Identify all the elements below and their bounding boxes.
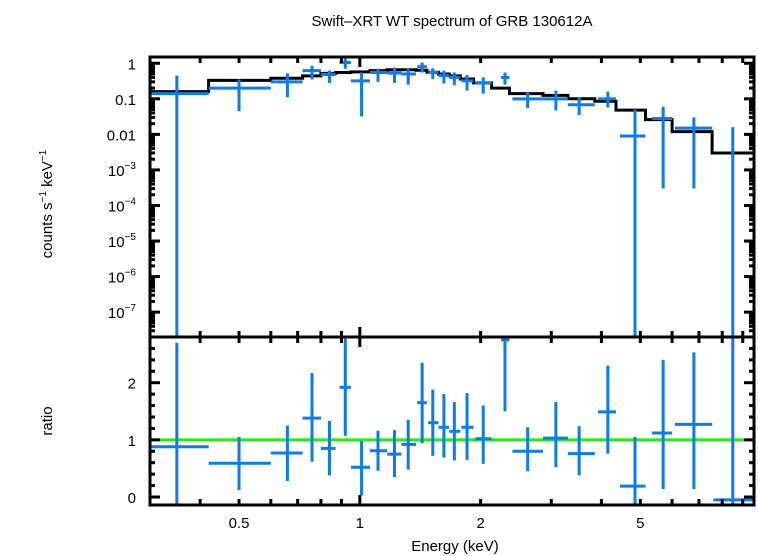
spectrum-plot-area — [150, 58, 754, 337]
spectrum-data-point — [369, 68, 388, 82]
ratio-data-point — [428, 389, 439, 456]
ratio-data-point — [369, 430, 388, 471]
y-tick-label: 1 — [128, 56, 136, 73]
ratio-frame — [148, 335, 756, 507]
ratio-data-point — [542, 402, 568, 468]
y-axis-label-spectrum: counts s−1 keV−1 — [38, 149, 56, 258]
ratio-plot-area — [150, 337, 754, 505]
spectrum-data-point — [302, 65, 321, 80]
y-tick-label: 0.01 — [107, 127, 136, 144]
y-tick-label: 10−4 — [108, 196, 137, 215]
spectrum-data-point — [461, 74, 474, 91]
spectrum-data-point — [428, 68, 439, 80]
spectrum-data-point — [620, 109, 646, 337]
x-tick-label: 2 — [476, 515, 484, 532]
spectrum-data-point — [438, 70, 450, 84]
y-tick-label: 2 — [128, 376, 136, 393]
spectrum-data-point — [475, 77, 492, 94]
spectrum-data-point — [501, 72, 510, 85]
ratio-data-point — [674, 352, 713, 489]
ratio-data-point — [320, 421, 336, 476]
y-axis-label-ratio: ratio — [39, 406, 56, 435]
ratio-data-point — [150, 342, 209, 505]
x-axis-label: Energy (keV) — [411, 538, 499, 555]
ratio-data-point — [475, 405, 492, 464]
spectrum-data-point — [674, 117, 713, 189]
x-tick-label: 0.5 — [229, 515, 250, 532]
spectrum-data-point — [401, 68, 416, 85]
x-tick-label: 1 — [356, 515, 364, 532]
ratio-data-point — [401, 419, 416, 470]
x-tick-label: 5 — [636, 515, 644, 532]
spectrum-data-point — [387, 67, 402, 83]
ratio-data-point — [417, 362, 427, 444]
ratio-data-point — [620, 437, 646, 505]
y-tick-label: 0 — [128, 490, 136, 507]
ratio-data-point — [208, 437, 271, 491]
spectrum-data-point — [208, 79, 271, 112]
spectrum-data-point — [417, 62, 427, 73]
y-tick-label: 10−6 — [108, 268, 137, 287]
ratio-panel: 0 1 2 0.5 1 2 5 — [128, 335, 756, 532]
ratio-data-point — [652, 359, 673, 489]
ratio-data-point — [713, 337, 754, 505]
y-tick-label: 10−7 — [108, 303, 137, 322]
spectrum-data-point — [652, 106, 673, 189]
y-tick-label: 0.1 — [115, 92, 136, 109]
ratio-data-point — [350, 441, 370, 496]
spectrum-data-point — [350, 72, 370, 117]
y-tick-label: 10−3 — [108, 161, 137, 180]
spectrum-panel: 1 0.1 0.01 10−3 10−4 10−5 10−6 10−7 — [107, 55, 756, 339]
ratio-data-point — [302, 373, 321, 462]
ratio-data-point — [438, 394, 450, 458]
chart-title: Swift–XRT WT spectrum of GRB 130612A — [312, 13, 593, 30]
ratio-data-point — [461, 393, 474, 460]
spectrum-data-point — [713, 127, 754, 337]
spectrum-data-point — [542, 90, 568, 111]
ratio-data-point — [512, 427, 543, 472]
ratio-data-point — [449, 402, 461, 461]
ratio-data-point — [501, 337, 510, 412]
ratio-data-point — [387, 430, 402, 477]
spectrum-frame — [148, 55, 756, 339]
ratio-data-point — [339, 338, 351, 436]
spectrum-data-point — [270, 73, 303, 98]
ratio-data-point — [597, 365, 617, 454]
spectrum-data-point — [449, 72, 461, 86]
y-tick-label: 10−5 — [108, 232, 137, 251]
spectrum-data-point — [567, 97, 595, 116]
spectrum-data-point — [597, 91, 617, 108]
spectrum-data-point — [150, 75, 209, 337]
y-tick-label: 1 — [128, 433, 136, 450]
spectrum-data-point — [320, 70, 336, 83]
ratio-data-point — [567, 426, 595, 476]
model-step-line — [150, 68, 754, 155]
ratio-data-point — [270, 425, 303, 481]
spectrum-data-point — [512, 92, 543, 109]
